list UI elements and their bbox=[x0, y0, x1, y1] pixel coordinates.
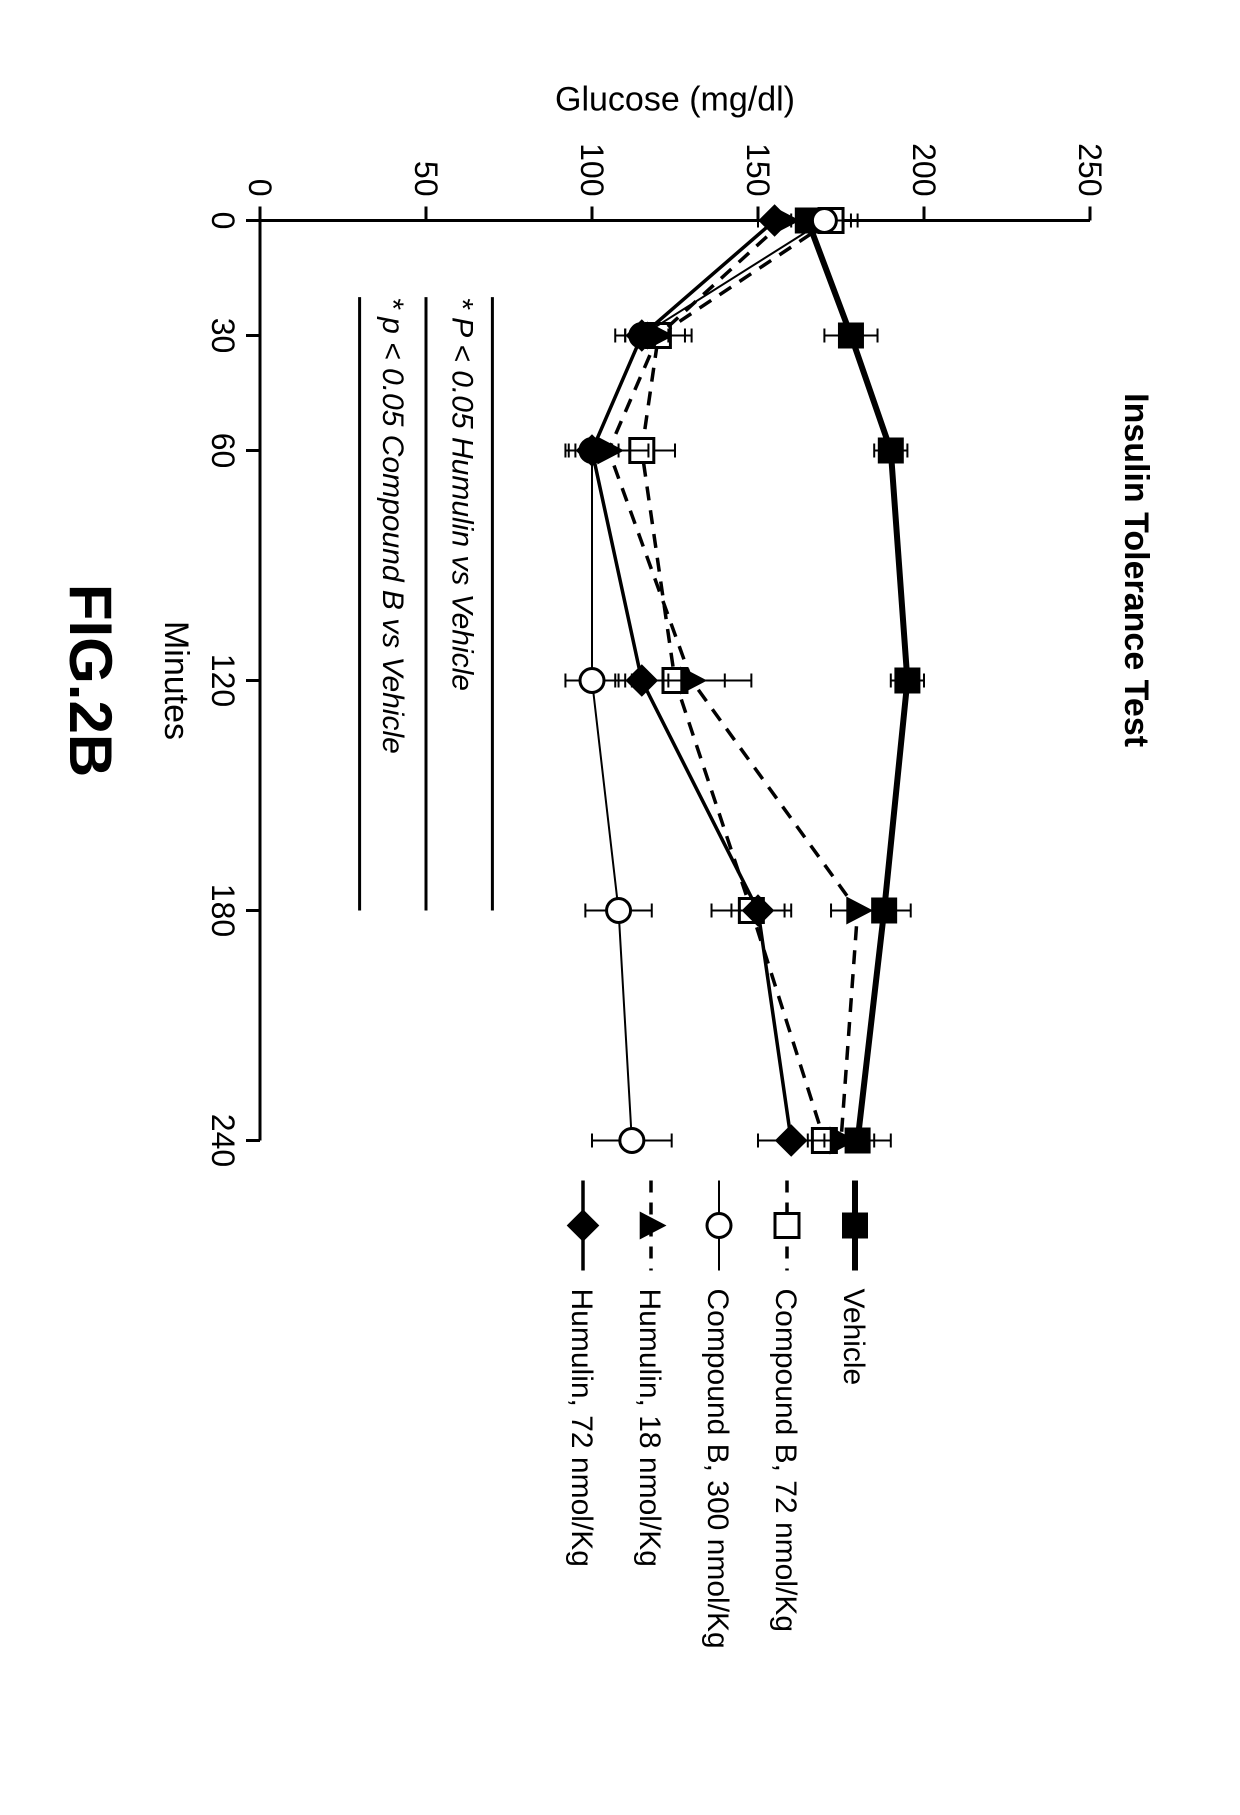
page: 0 50 100 150 200 250 0 30 60 120 180 240 Insulin Tol… bbox=[0, 0, 1240, 1815]
figure-caption: FIG.2B bbox=[57, 583, 124, 776]
legend-item: Humulin, 72 nmol/Kg bbox=[565, 1180, 599, 1566]
note-compound: * p < 0.05 Compound B vs Vehicle bbox=[376, 297, 409, 754]
rotated-canvas: 0 50 100 150 200 250 0 30 60 120 180 240 Insulin Tol… bbox=[0, 0, 1240, 1815]
x-tick-label: 30 bbox=[205, 317, 241, 353]
x-tick-label: 60 bbox=[205, 432, 241, 468]
note-humulin: * P < 0.05 Humulin vs Vehicle bbox=[446, 297, 479, 691]
legend: Vehicle Compound B, 72 nmol/Kg Compound B,… bbox=[565, 1180, 870, 1648]
x-tick-label: 180 bbox=[205, 883, 241, 936]
legend-label: Humulin, 18 nmol/Kg bbox=[633, 1288, 666, 1566]
legend-label: Compound B, 72 nmol/Kg bbox=[769, 1288, 802, 1632]
chart: 0 50 100 150 200 250 0 30 60 120 180 240 Insulin Tol… bbox=[0, 0, 1240, 1815]
x-tick-label: 120 bbox=[205, 653, 241, 706]
y-tick-label: 250 bbox=[1072, 143, 1108, 196]
legend-item: Vehicle bbox=[837, 1180, 870, 1385]
legend-label: Vehicle bbox=[837, 1288, 870, 1385]
chart-title: Insulin Tolerance Test bbox=[1117, 393, 1155, 747]
legend-item: Humulin, 18 nmol/Kg bbox=[633, 1180, 666, 1566]
x-axis-label: Minutes bbox=[157, 620, 195, 739]
legend-label: Humulin, 72 nmol/Kg bbox=[565, 1288, 598, 1566]
y-tick-label: 0 bbox=[242, 178, 278, 196]
y-axis-label: Glucose (mg/dl) bbox=[555, 80, 795, 118]
legend-label: Compound B, 300 nmol/Kg bbox=[701, 1288, 734, 1648]
y-tick-label: 150 bbox=[740, 143, 776, 196]
y-tick-label: 100 bbox=[574, 143, 610, 196]
x-tick-label: 0 bbox=[205, 211, 241, 229]
x-tick-label: 240 bbox=[205, 1113, 241, 1166]
legend-item: Compound B, 300 nmol/Kg bbox=[701, 1180, 734, 1648]
y-tick-label: 50 bbox=[408, 160, 444, 196]
legend-item: Compound B, 72 nmol/Kg bbox=[769, 1180, 802, 1632]
y-tick-label: 200 bbox=[906, 143, 942, 196]
